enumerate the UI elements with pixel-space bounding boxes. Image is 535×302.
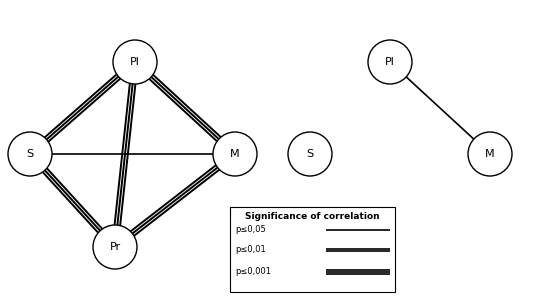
Text: S: S (307, 149, 314, 159)
Text: Pl: Pl (385, 57, 395, 67)
Circle shape (368, 40, 412, 84)
Text: p≤0,01: p≤0,01 (235, 246, 266, 255)
Circle shape (288, 132, 332, 176)
Text: Pl: Pl (130, 57, 140, 67)
Circle shape (213, 132, 257, 176)
Text: Pr: Pr (364, 242, 376, 252)
Circle shape (468, 132, 512, 176)
Circle shape (93, 225, 137, 269)
Text: p≤0,05: p≤0,05 (235, 226, 266, 234)
Text: p≤0,001: p≤0,001 (235, 268, 271, 277)
Circle shape (113, 40, 157, 84)
Circle shape (8, 132, 52, 176)
Text: M: M (230, 149, 240, 159)
FancyBboxPatch shape (230, 207, 395, 292)
Text: Pr: Pr (110, 242, 120, 252)
Circle shape (348, 225, 392, 269)
Text: Significance of correlation: Significance of correlation (245, 212, 380, 221)
Text: M: M (485, 149, 495, 159)
Text: S: S (26, 149, 34, 159)
